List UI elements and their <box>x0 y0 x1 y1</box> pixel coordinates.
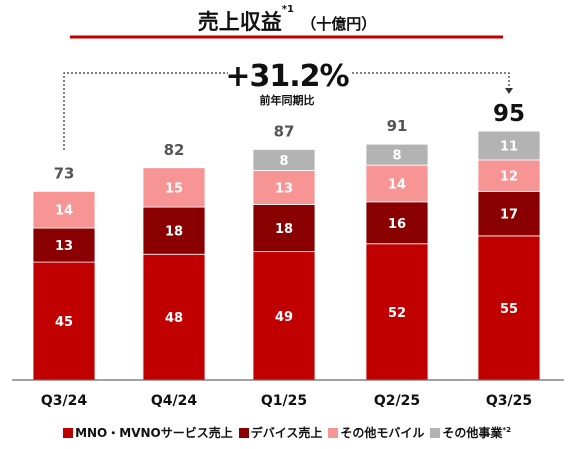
bar-total-label: 91 <box>387 117 408 135</box>
segment-other-mobile <box>365 164 429 203</box>
chart-title-note: *1 <box>281 4 294 15</box>
legend-label: MNO・MVNOサービス売上 <box>75 426 233 440</box>
x-tick-label: Q1/25 <box>261 393 307 409</box>
growth-arrow-head <box>505 88 513 94</box>
legend-note: *2 <box>502 426 511 434</box>
segment-device <box>32 227 96 263</box>
segment-value-label: 45 <box>55 315 73 330</box>
segment-value-label: 49 <box>275 310 293 325</box>
segment-other-business <box>365 143 429 166</box>
chart-title-main: 売上収益 <box>197 10 282 34</box>
legend-item: MNO・MVNOサービス売上 <box>63 424 233 441</box>
growth-callout: +31.2% 前年同期比 <box>222 59 352 108</box>
segment-value-label: 8 <box>279 154 288 169</box>
chart-title-unit: （十億円） <box>301 15 377 33</box>
segment-device <box>252 204 316 253</box>
segment-value-label: 13 <box>275 181 293 196</box>
segment-mno <box>32 261 96 381</box>
legend-swatch <box>238 428 249 438</box>
bar-total-label: 73 <box>54 164 75 182</box>
segment-other-mobile <box>252 169 316 205</box>
segment-value-label: 14 <box>388 178 406 193</box>
segment-value-label: 12 <box>500 170 518 185</box>
segment-value-label: 18 <box>275 222 293 237</box>
legend-swatch <box>328 428 339 438</box>
legend: MNO・MVNOサービス売上 デバイス売上 その他モバイル その他事業*2 <box>0 424 574 441</box>
segment-other-business <box>477 130 541 161</box>
legend-label: その他モバイル <box>340 426 425 440</box>
x-tick-label: Q4/24 <box>151 393 197 409</box>
growth-arrow-line <box>63 72 228 150</box>
bars-group: 45 13 14 73 48 18 15 82 49 18 13 8 87 52 16 14 8 91 55 17 12… <box>32 101 541 381</box>
segment-mno <box>477 235 541 381</box>
segment-mno <box>142 253 206 381</box>
bar-total-label: 87 <box>274 122 295 140</box>
bar-total-label: 82 <box>164 141 185 159</box>
segment-other-mobile <box>32 190 96 229</box>
x-tick-label: Q3/25 <box>486 393 532 409</box>
segment-device <box>477 190 541 237</box>
bar-total-label: 95 <box>493 101 525 127</box>
legend-swatch <box>63 428 74 438</box>
legend-item: その他モバイル <box>328 424 424 441</box>
segment-value-label: 8 <box>392 149 401 164</box>
segment-value-label: 11 <box>500 140 518 155</box>
x-tick-label: Q3/24 <box>41 393 87 409</box>
segment-value-label: 18 <box>165 225 183 240</box>
segment-other-mobile <box>142 167 206 208</box>
segment-device <box>365 201 429 245</box>
chart-title: 売上収益*1 （十億円） <box>0 4 574 36</box>
legend-label: その他事業 <box>442 426 503 440</box>
segment-other-business <box>252 149 316 171</box>
segment-value-label: 52 <box>388 306 406 321</box>
growth-value: +31.2% <box>225 59 349 94</box>
segment-value-label: 55 <box>500 302 518 317</box>
x-tick-label: Q2/25 <box>374 393 420 409</box>
legend-swatch <box>430 428 441 438</box>
legend-item: その他事業*2 <box>430 424 511 441</box>
x-axis-labels: Q3/24 Q4/24 Q1/25 Q2/25 Q3/25 <box>41 393 532 409</box>
segment-value-label: 13 <box>55 239 73 254</box>
segment-value-label: 17 <box>500 208 518 223</box>
segment-value-label: 48 <box>165 311 183 326</box>
legend-item: デバイス売上 <box>238 424 323 441</box>
segment-value-label: 14 <box>55 204 73 219</box>
growth-arrow-line-right <box>352 72 510 88</box>
growth-label: 前年同期比 <box>259 94 315 107</box>
segment-mno <box>365 243 429 381</box>
legend-label: デバイス売上 <box>250 426 323 440</box>
segment-value-label: 16 <box>388 217 406 232</box>
segment-value-label: 15 <box>165 181 183 196</box>
segment-device <box>142 206 206 255</box>
